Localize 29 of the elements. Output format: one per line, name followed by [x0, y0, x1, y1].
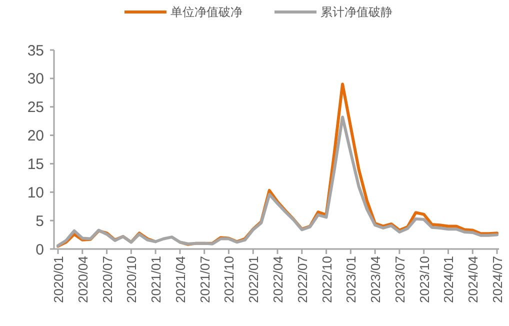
x-tick-label: 2023/10: [416, 256, 432, 303]
x-tick-label: 2021/10: [222, 256, 237, 303]
y-tick-label: 0: [36, 241, 44, 258]
legend-label: 累计净值破静: [320, 5, 392, 20]
x-tick-label: 2022/10: [319, 256, 334, 303]
x-tick-label: 2023/04: [368, 256, 384, 303]
x-tick-label: 2023/01: [344, 256, 359, 303]
y-tick-label: 35: [27, 42, 44, 60]
x-tick-label: 2021/01: [148, 256, 164, 303]
legend-label: 单位净值破净: [170, 5, 242, 20]
x-tick-label: 2020/07: [100, 256, 115, 303]
y-tick-label: 5: [36, 212, 44, 230]
x-tick-label: 2022/04: [270, 256, 286, 303]
x-tick-label: 2020/04: [75, 256, 90, 303]
y-tick-label: 25: [27, 99, 44, 116]
x-tick-label: 2022/07: [294, 256, 310, 303]
y-tick-label: 15: [27, 156, 44, 173]
x-tick-label: 2023/07: [392, 256, 408, 303]
x-tick-label: 2024/04: [466, 256, 481, 303]
x-tick-label: 2022/01: [246, 256, 262, 303]
y-tick-label: 10: [27, 184, 44, 202]
x-tick-label: 2021/04: [172, 256, 188, 303]
x-tick-label: 2021/07: [197, 256, 212, 303]
x-tick-label: 2020/10: [124, 256, 140, 303]
x-tick-label: 2024/01: [441, 256, 456, 303]
x-tick-label: 2024/07: [490, 256, 505, 303]
y-tick-label: 20: [27, 128, 44, 145]
y-tick-label: 30: [27, 70, 44, 88]
x-tick-label: 2020/01: [51, 256, 66, 303]
